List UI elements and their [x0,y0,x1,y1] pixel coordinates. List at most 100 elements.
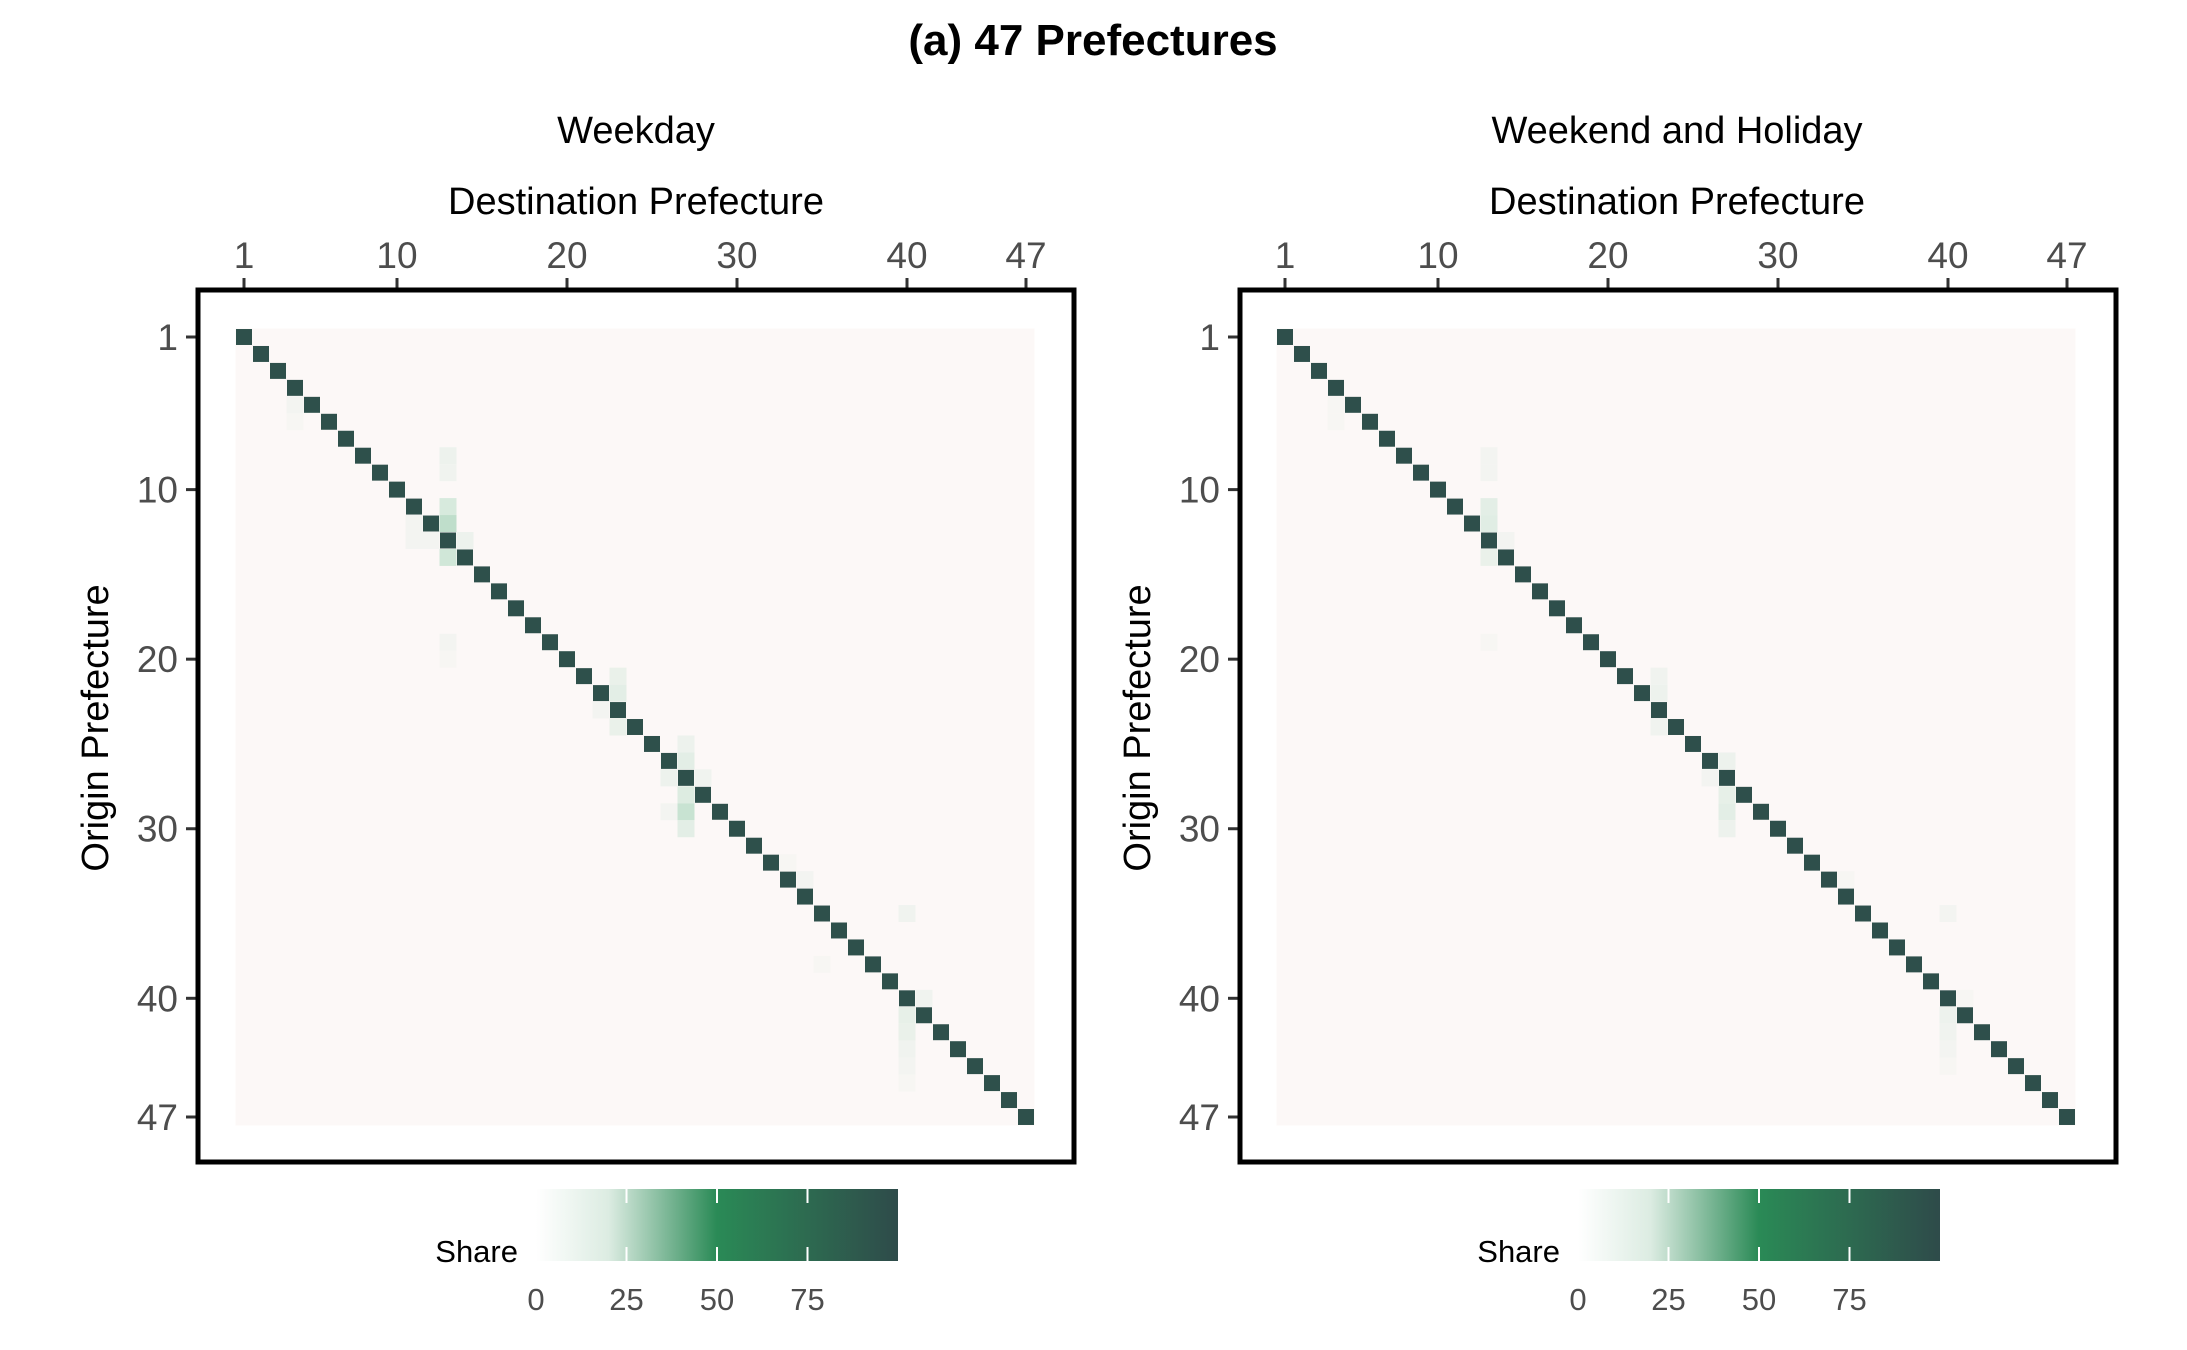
heatmap-cell-diagonal [1532,583,1548,600]
heatmap-cell-diagonal [593,685,609,702]
heatmap-cell-diagonal [2025,1075,2041,1092]
heatmap-cell [677,820,695,838]
y-tick-label: 1 [1199,317,1220,358]
heatmap-cell [456,532,474,549]
heatmap-cell [677,786,695,804]
heatmap-cell-diagonal [729,820,745,837]
heatmap-cell-diagonal [1753,803,1769,820]
heatmap-cell-diagonal [1872,922,1888,939]
y-tick-label: 30 [137,809,178,850]
x-ticks: 1 10 20 30 40 47 [234,235,1047,290]
panel-title: Weekday [557,110,715,152]
heatmap-cell-diagonal [1600,651,1616,668]
heatmap-cell-diagonal [1583,634,1599,651]
heatmap-cell-diagonal [1345,396,1361,413]
heatmap-cell [1480,498,1498,516]
heatmap-cell [1480,515,1498,532]
heatmap-cell-diagonal [1001,1092,1017,1109]
plot-frame [195,287,1077,1165]
x-tick-label: 47 [1005,235,1046,276]
y-tick-label: 1 [157,317,178,358]
y-ticks: 1 10 20 30 40 47 [137,317,198,1138]
legend: Share 0 25 50 75 [1477,1189,1940,1317]
heatmap-cell [1939,905,1957,922]
heatmap-cell [1650,684,1668,702]
heatmap-cell [1480,633,1498,651]
heatmap-cell [1327,396,1345,414]
heatmap-cell-diagonal [1974,1024,1990,1041]
heatmap-cell [898,905,916,922]
heatmap-cell-diagonal [899,990,915,1007]
heatmap-cell-diagonal [1821,871,1837,888]
heatmap-cell [286,396,304,414]
heatmap-cell [439,498,457,516]
x-tick-label: 10 [1417,235,1458,276]
heatmap-cell [609,684,627,702]
heatmap-cell [677,803,695,821]
heatmap-cell-diagonal [831,922,847,939]
heatmap-cell-diagonal [2008,1058,2024,1075]
heatmap-cell-diagonal [1277,329,1293,345]
legend-tick-label: 75 [1832,1282,1866,1317]
heatmap-cell-diagonal [236,329,252,345]
heatmap-cell [1480,548,1498,566]
legend-ticks: 0 25 50 75 [1569,1189,1867,1317]
heatmap-cell-diagonal [1566,617,1582,634]
heatmap-cell [1718,786,1736,804]
heatmap-cell-diagonal [338,430,354,447]
heatmap-cell [1837,871,1855,889]
heatmap-cell-diagonal [678,769,694,786]
heatmap-cell-diagonal [1294,345,1310,362]
heatmap-cell-diagonal [1855,905,1871,922]
heatmap-cell [1480,464,1498,482]
heatmap-cell-diagonal [2042,1092,2058,1109]
heatmap-cell-diagonal [1787,837,1803,854]
y-tick-label: 10 [137,470,178,511]
heatmap-cell-diagonal [270,362,286,379]
heatmap-cell-diagonal [1328,379,1344,396]
heatmap-cell-diagonal [525,617,541,634]
heatmap-cell-diagonal [746,837,762,854]
heatmap-cell [1956,989,1974,1007]
heatmap-cells [1276,328,2076,1126]
heatmap-cell-diagonal [491,583,507,600]
legend-tick-label: 0 [527,1282,544,1317]
heatmap-cell-diagonal [712,803,728,820]
heatmap-cell [405,532,423,549]
legend-title: Share [1477,1234,1560,1269]
heatmap-cell [422,532,440,549]
heatmap-cell-diagonal [1481,532,1497,549]
heatmap-cell [694,769,712,787]
heatmap-cell [1650,718,1668,736]
heatmap-cell-diagonal [1702,752,1718,769]
heatmap-cell-diagonal [661,752,677,769]
heatmap-cell-diagonal [372,464,388,481]
y-tick-label: 40 [1179,978,1220,1019]
heatmap-cell-diagonal [797,888,813,905]
heatmap-cell-diagonal [780,871,796,888]
heatmap-cell-diagonal [1770,820,1786,837]
heatmap-cell [1480,447,1498,465]
x-tick-label: 20 [546,235,587,276]
heatmap-cell-diagonal [882,973,898,990]
y-ticks: 1 10 20 30 40 47 [1179,317,1240,1138]
heatmap-cell-diagonal [1617,668,1633,685]
heatmap-cell [796,871,814,889]
heatmap-cell [813,955,831,973]
heatmap-cell [660,769,678,787]
heatmap-cell-diagonal [1719,769,1735,786]
x-tick-label: 1 [234,235,255,276]
heatmap-cell-diagonal [1396,447,1412,464]
heatmap-cell [677,735,695,753]
x-tick-label: 40 [886,235,927,276]
heatmap-cell-diagonal [508,600,524,617]
y-tick-label: 30 [1179,809,1220,850]
panel-title: Weekend and Holiday [1491,110,1862,152]
heatmap-cell-diagonal [1430,481,1446,498]
heatmap-cell-diagonal [287,379,303,396]
y-tick-label: 20 [137,639,178,680]
heatmap-cell-diagonal [984,1075,1000,1092]
heatmap-cell-diagonal [1940,990,1956,1007]
heatmap-cell-diagonal [321,413,337,430]
